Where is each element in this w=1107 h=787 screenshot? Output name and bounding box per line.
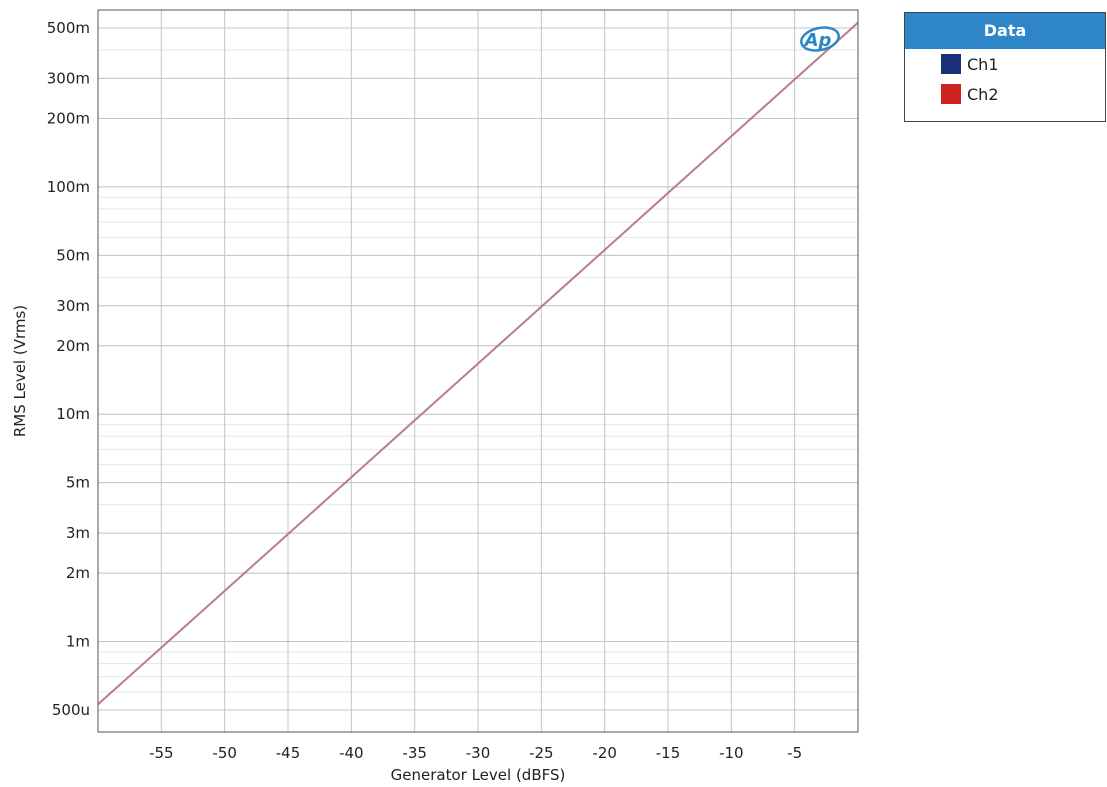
y-tick-label: 50m <box>56 246 90 264</box>
x-tick-label: -55 <box>149 744 174 762</box>
legend-label-ch2: Ch2 <box>967 84 999 104</box>
major-gridlines <box>98 10 858 732</box>
ap-logo-swoosh <box>800 26 840 52</box>
legend-item-ch1[interactable]: Ch1 <box>905 49 1105 79</box>
y-tick-label: 5m <box>66 474 90 492</box>
x-tick-label: -35 <box>402 744 427 762</box>
x-tick-label: -15 <box>656 744 681 762</box>
legend-label-ch1: Ch1 <box>967 54 999 74</box>
y-tick-label: 1m <box>66 633 90 651</box>
x-tick-labels: -55 -50 -45 -40 -35 -30 -25 -20 -15 -10 -5 <box>149 744 802 762</box>
ap-logo-text: Ap <box>803 30 832 51</box>
x-tick-label: -45 <box>276 744 301 762</box>
y-tick-label: 30m <box>56 297 90 315</box>
legend: Data Ch1 Ch2 <box>904 12 1106 122</box>
plot-area <box>97 9 859 733</box>
x-tick-label: -30 <box>466 744 491 762</box>
x-tick-label: -25 <box>529 744 554 762</box>
y-tick-label: 3m <box>66 524 90 542</box>
x-tick-label: -10 <box>719 744 744 762</box>
y-tick-label: 2m <box>66 564 90 582</box>
series-line-ch2 <box>98 22 858 705</box>
y-tick-label: 100m <box>47 178 90 196</box>
y-tick-label: 500m <box>47 19 90 37</box>
legend-item-ch2[interactable]: Ch2 <box>905 79 1105 109</box>
x-axis-title: Generator Level (dBFS) <box>391 766 566 784</box>
y-tick-label: 20m <box>56 337 90 355</box>
ap-logo: Ap <box>800 26 840 52</box>
legend-swatch-ch1 <box>941 54 961 74</box>
y-tick-labels: 500u 1m 2m 3m 5m 10m 20m 30m 50m 100m 200m 300m 500m <box>47 19 90 719</box>
x-tick-label: -5 <box>787 744 802 762</box>
x-tick-label: -50 <box>212 744 237 762</box>
y-tick-label: 300m <box>47 69 90 87</box>
x-tick-label: -20 <box>592 744 617 762</box>
y-axis-title: RMS Level (Vrms) <box>11 305 29 437</box>
legend-title: Data <box>905 13 1105 49</box>
x-tick-label: -40 <box>339 744 364 762</box>
y-tick-label: 10m <box>56 405 90 423</box>
y-tick-label: 200m <box>47 109 90 127</box>
legend-swatch-ch2 <box>941 84 961 104</box>
y-tick-label: 500u <box>52 701 90 719</box>
series-layer <box>98 21 858 705</box>
